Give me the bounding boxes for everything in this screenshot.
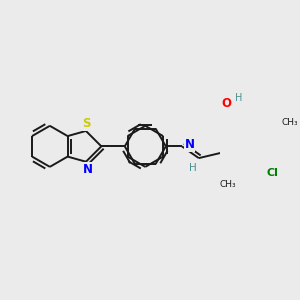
Text: H: H (236, 93, 243, 103)
Text: CH₃: CH₃ (219, 180, 236, 189)
Text: O: O (222, 98, 232, 110)
Text: Cl: Cl (266, 168, 278, 178)
Text: N: N (185, 138, 195, 152)
Text: N: N (82, 163, 92, 176)
Text: H: H (189, 163, 197, 172)
Text: S: S (82, 117, 91, 130)
Text: CH₃: CH₃ (281, 118, 298, 127)
